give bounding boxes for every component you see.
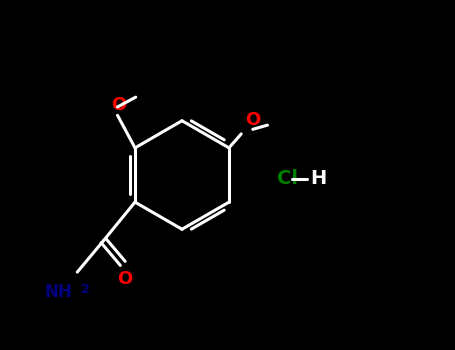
Text: 2: 2 (81, 283, 90, 296)
Text: O: O (111, 96, 126, 114)
Text: O: O (117, 270, 132, 288)
Text: Cl: Cl (277, 169, 298, 188)
Text: H: H (310, 169, 326, 188)
Text: NH: NH (44, 283, 72, 301)
Text: O: O (245, 111, 260, 129)
